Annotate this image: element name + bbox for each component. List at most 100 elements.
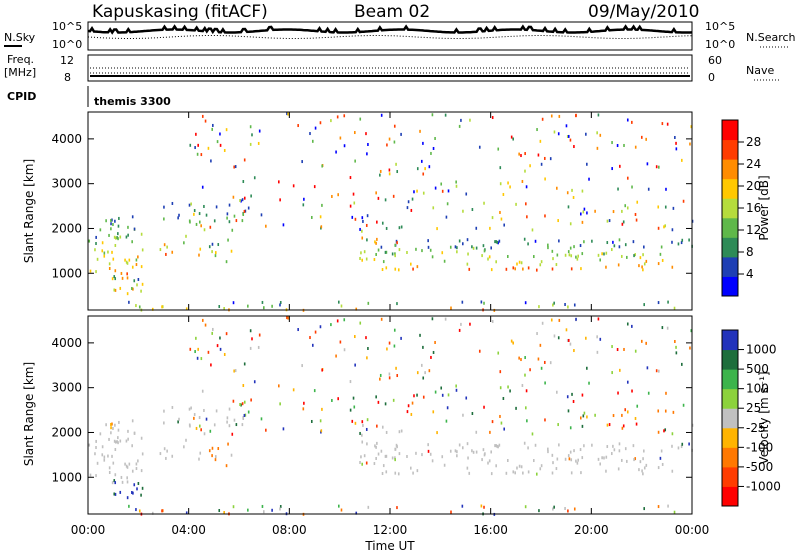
velocity-point <box>349 380 352 384</box>
velocity-point <box>427 443 429 447</box>
power-point <box>188 203 191 207</box>
velocity-point <box>606 423 609 427</box>
velocity-point <box>99 432 102 436</box>
velocity-point <box>111 422 113 426</box>
power-point <box>212 123 214 127</box>
velocity-point <box>455 388 458 392</box>
velocity-point <box>557 336 560 340</box>
power-point <box>443 259 446 263</box>
power-point <box>297 124 299 128</box>
power-point <box>688 238 690 242</box>
power-point <box>495 260 497 264</box>
velocity-point <box>140 469 143 473</box>
power-point <box>661 258 664 262</box>
power-point <box>310 215 313 219</box>
power-point <box>365 132 367 136</box>
power-point <box>544 177 546 181</box>
velocity-point <box>95 474 97 478</box>
power-point <box>125 260 128 264</box>
power-point <box>681 158 683 162</box>
power-point <box>376 237 378 241</box>
velocity-point <box>189 347 192 351</box>
power-point <box>440 182 443 186</box>
power-point <box>126 272 128 276</box>
power-point <box>209 225 212 229</box>
velocity-point <box>552 461 554 465</box>
power-point <box>509 185 511 189</box>
velocity-point <box>691 423 694 427</box>
velocity-point <box>359 460 361 464</box>
power-point <box>355 307 358 311</box>
velocity-point <box>396 374 399 378</box>
velocity-point <box>634 416 637 420</box>
power-point <box>343 114 346 118</box>
power-point <box>540 162 543 166</box>
velocity-ylabel: Slant Range [km] <box>22 362 36 466</box>
power-point <box>226 212 229 216</box>
velocity-point <box>634 349 637 353</box>
colorbar-swatch <box>722 198 738 219</box>
power-point <box>214 254 217 258</box>
velocity-point <box>113 479 116 483</box>
velocity-point <box>432 350 435 354</box>
power-point <box>171 201 174 205</box>
power-point <box>471 208 474 212</box>
velocity-point <box>524 373 526 377</box>
power-point <box>208 245 211 249</box>
velocity-point <box>101 445 104 449</box>
velocity-point <box>655 369 658 373</box>
power-point <box>427 245 430 249</box>
velocity-point <box>599 462 601 466</box>
power-point <box>603 252 605 256</box>
velocity-point <box>549 361 552 365</box>
power-point <box>382 260 385 264</box>
velocity-point <box>420 363 423 367</box>
power-point <box>520 154 522 158</box>
power-point <box>137 255 139 259</box>
velocity-point <box>128 462 131 466</box>
power-point <box>444 113 447 117</box>
power-point <box>611 141 613 145</box>
power-point <box>201 185 204 189</box>
colorbar-swatch <box>722 349 738 370</box>
velocity-point <box>226 416 229 420</box>
colorbar-tick-label: 8 <box>746 245 754 259</box>
velocity-point <box>265 428 267 432</box>
y-tick-label: 1000 <box>51 470 82 484</box>
power-point <box>567 250 570 254</box>
colorbar-tick-label: 24 <box>746 157 761 171</box>
velocity-point <box>137 459 139 463</box>
velocity-point <box>498 443 501 447</box>
velocity-point <box>107 454 109 458</box>
velocity-point <box>440 386 443 390</box>
power-point <box>213 219 216 223</box>
power-point <box>253 176 256 180</box>
velocity-point <box>444 317 447 321</box>
power-point <box>114 243 117 247</box>
power-point <box>467 252 469 256</box>
velocity-point <box>621 413 623 417</box>
power-point <box>422 191 425 195</box>
power-point <box>606 219 609 223</box>
velocity-point <box>543 360 546 364</box>
power-point <box>233 214 236 218</box>
power-point <box>243 196 246 200</box>
power-point <box>211 250 213 254</box>
power-point <box>409 262 412 266</box>
power-point <box>622 220 625 224</box>
power-point <box>125 235 128 239</box>
velocity-point <box>201 389 204 393</box>
velocity-point <box>126 465 129 469</box>
velocity-point <box>465 396 468 400</box>
velocity-point <box>415 451 417 455</box>
power-point <box>465 192 468 196</box>
power-point <box>675 147 678 151</box>
velocity-point <box>456 454 458 458</box>
velocity-point <box>309 336 311 340</box>
power-point <box>108 266 111 270</box>
velocity-point <box>657 505 660 509</box>
power-point <box>363 250 366 254</box>
velocity-point <box>456 450 458 454</box>
power-point <box>247 304 249 308</box>
power-point <box>569 138 572 142</box>
